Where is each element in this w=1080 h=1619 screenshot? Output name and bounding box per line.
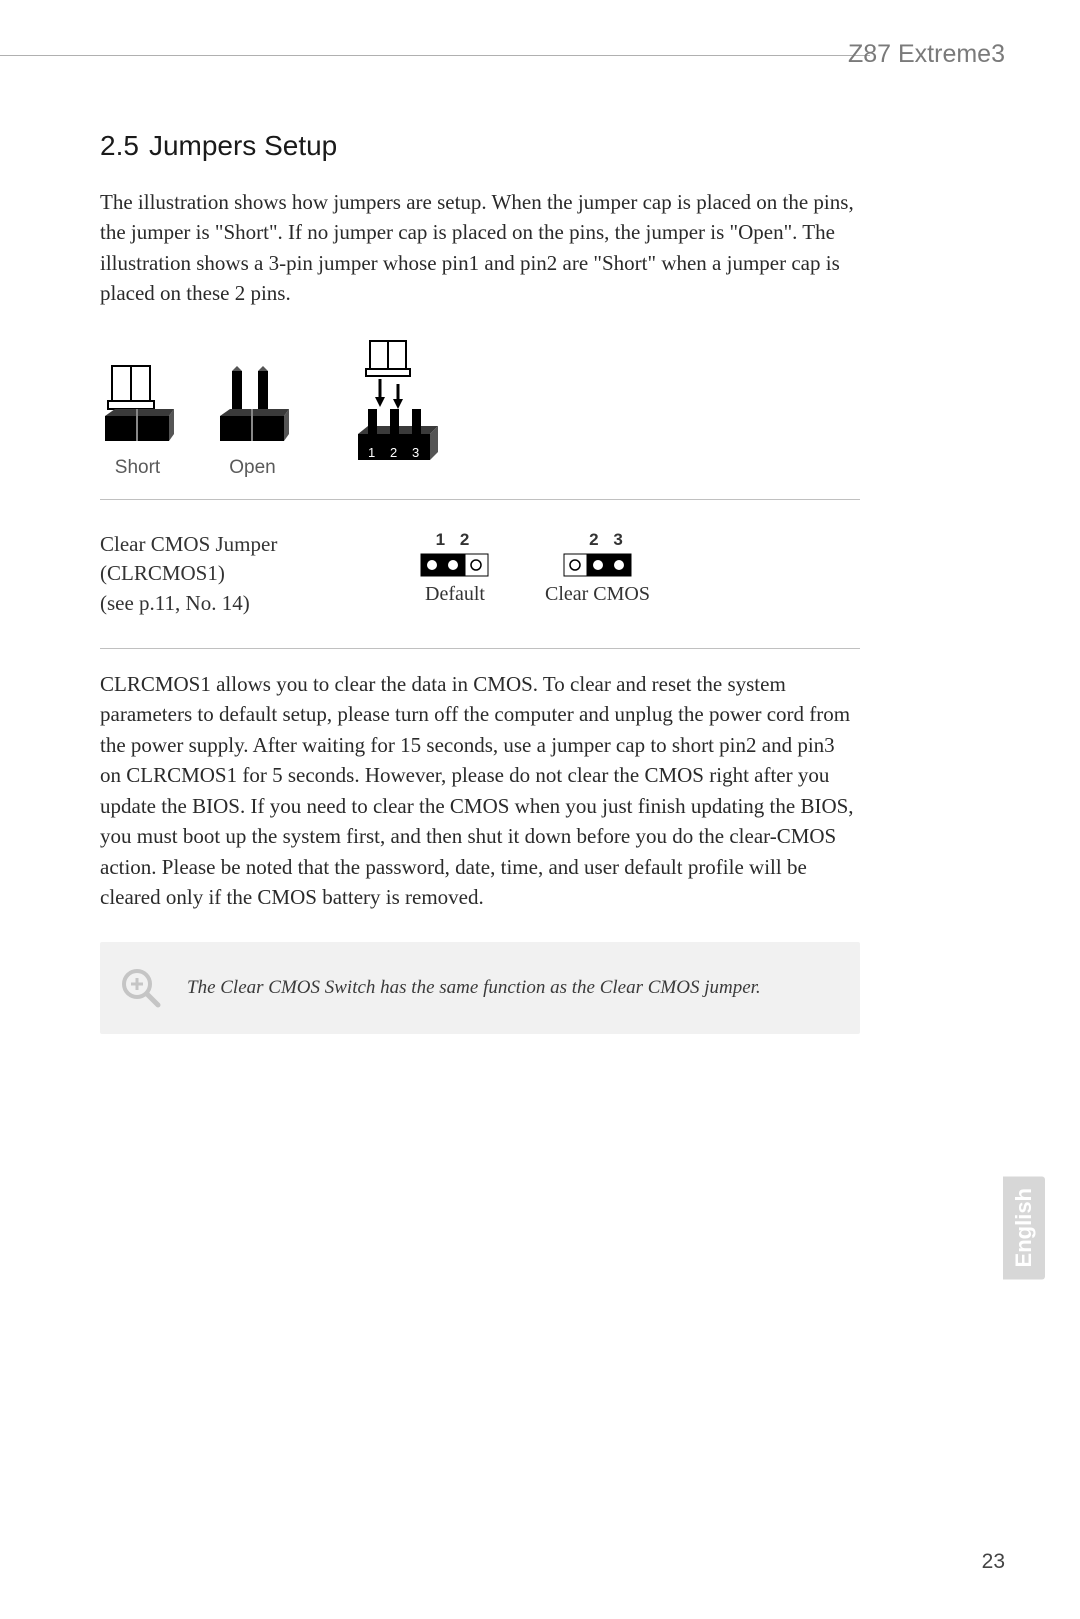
magnify-icon xyxy=(120,967,162,1009)
svg-text:1: 1 xyxy=(368,445,375,460)
cmos-clear-block: 2 3 Clear CMOS xyxy=(545,530,650,606)
section-number: 2.5 xyxy=(100,130,139,161)
cmos-line3: (see p.11, No. 14) xyxy=(100,589,380,618)
cmos-line1: Clear CMOS Jumper xyxy=(100,530,380,559)
jumper-short-col: Short xyxy=(100,361,175,479)
svg-text:3: 3 xyxy=(412,445,419,460)
language-tab: English xyxy=(1003,1176,1045,1279)
svg-text:2: 2 xyxy=(390,445,397,460)
note-text: The Clear CMOS Switch has the same funct… xyxy=(187,977,761,999)
cmos-line2: (CLRCMOS1) xyxy=(100,559,380,588)
page-content: 2.5 Jumpers Setup The illustration shows … xyxy=(100,130,860,1034)
jumper-illustration: Short Open xyxy=(100,339,860,479)
header-rule xyxy=(0,55,870,56)
intro-paragraph: The illustration shows how jumpers are s… xyxy=(100,187,860,309)
cmos-default-label: Default xyxy=(425,583,485,606)
jumper-short-icon xyxy=(100,361,175,451)
jumper-open-label: Open xyxy=(229,457,275,479)
section-heading: 2.5 Jumpers Setup xyxy=(100,130,860,162)
page-number: 23 xyxy=(982,1550,1005,1574)
jumper-cap-placing-col: 1 2 3 xyxy=(350,339,440,479)
divider-top xyxy=(100,499,860,500)
jumper-short-label: Short xyxy=(115,457,160,479)
note-box: The Clear CMOS Switch has the same funct… xyxy=(100,942,860,1034)
product-name: Z87 Extreme3 xyxy=(848,40,1005,69)
cmos-default-block: 1 2 Default xyxy=(420,530,490,606)
cmos-jumper-row: Clear CMOS Jumper (CLRCMOS1) (see p.11, … xyxy=(100,518,860,630)
cmos-default-pins: 1 2 xyxy=(436,530,475,550)
section-title-text: Jumpers Setup xyxy=(149,130,337,161)
cmos-clear-label: Clear CMOS xyxy=(545,583,650,606)
jumper-cap-placing-icon: 1 2 3 xyxy=(350,339,440,479)
jumper-open-icon xyxy=(215,361,290,451)
detail-paragraph: CLRCMOS1 allows you to clear the data in… xyxy=(100,669,860,913)
cmos-clear-icon xyxy=(563,553,633,577)
cmos-default-icon xyxy=(420,553,490,577)
divider-bottom xyxy=(100,648,860,649)
cmos-clear-pins: 2 3 xyxy=(567,530,628,550)
jumper-open-col: Open xyxy=(215,361,290,479)
cmos-diagram-group: 1 2 Default 2 3 xyxy=(420,530,650,606)
cmos-jumper-info: Clear CMOS Jumper (CLRCMOS1) (see p.11, … xyxy=(100,530,380,618)
